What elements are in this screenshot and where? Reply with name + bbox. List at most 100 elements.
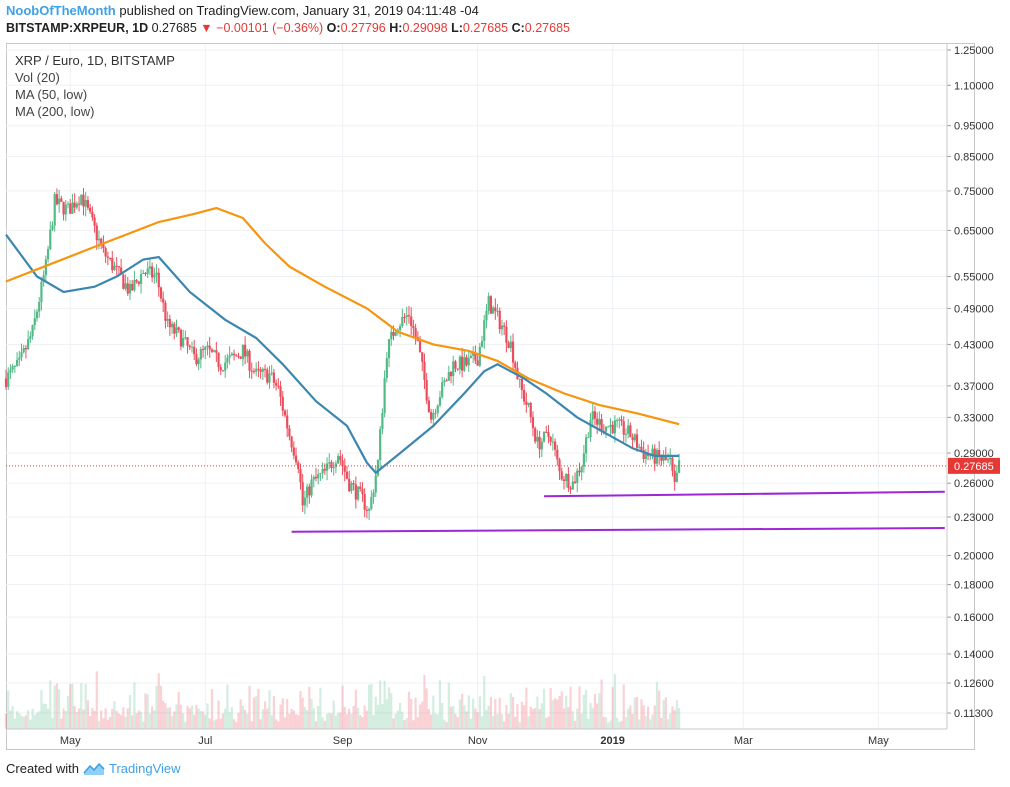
volume-bar	[403, 720, 406, 729]
volume-bar	[365, 710, 369, 729]
candle-body	[454, 361, 457, 369]
candle-body	[432, 413, 435, 420]
candle-body	[677, 460, 681, 473]
candle-body	[485, 310, 488, 321]
volume-bar	[42, 703, 45, 729]
volume-bar	[354, 689, 357, 729]
volume-bar	[405, 718, 408, 729]
candle-body	[248, 350, 251, 371]
candle-body	[69, 203, 72, 214]
y-tick-label: 0.43000	[954, 339, 994, 351]
volume-bar	[452, 705, 455, 729]
candle-body	[42, 275, 45, 282]
candle-body	[348, 478, 351, 492]
candle-body	[489, 296, 492, 314]
volume-bar	[60, 718, 63, 729]
candle-body	[356, 486, 360, 500]
candle-body	[569, 488, 572, 490]
candle-body	[430, 412, 433, 420]
volume-bar	[396, 710, 399, 729]
volume-bar	[596, 703, 599, 729]
volume-bar	[100, 710, 103, 729]
candle-body	[649, 455, 652, 457]
volume-bar	[379, 680, 382, 729]
volume-bar	[206, 703, 209, 729]
publish-header: NoobOfTheMonth published on TradingView.…	[6, 3, 479, 18]
volume-bar	[321, 717, 324, 729]
y-tick-label: 0.55000	[954, 271, 994, 283]
candle-body	[421, 352, 424, 362]
candle-body	[531, 417, 535, 429]
candle-body	[547, 432, 550, 438]
candle-body	[392, 331, 395, 336]
candle-body	[461, 356, 464, 371]
volume-bar	[370, 683, 373, 729]
candle-body	[137, 281, 140, 284]
candle-body	[401, 316, 404, 327]
volume-bar	[77, 708, 81, 729]
candle-body	[644, 453, 647, 459]
volume-bar	[602, 717, 605, 729]
candle-body	[62, 201, 65, 215]
candle-body	[403, 316, 406, 318]
x-tick-label: Jul	[198, 735, 212, 747]
y-tick-label: 0.33000	[954, 412, 994, 424]
candle-body	[620, 419, 623, 422]
candle-body	[629, 425, 632, 438]
ma200-line	[5, 206, 680, 426]
volume-bar	[237, 712, 240, 729]
volume-bar	[383, 680, 386, 729]
candle-body	[554, 441, 557, 450]
volume-bar	[376, 704, 380, 729]
volume-bar	[472, 698, 475, 729]
created-with-text: Created with	[6, 761, 79, 776]
candle-body	[328, 462, 331, 464]
symbol-label: BITSTAMP:XRPEUR, 1D	[6, 21, 149, 35]
volume-bar	[509, 693, 512, 729]
volume-bar	[516, 703, 519, 729]
volume-bar	[640, 699, 643, 729]
candle-body	[312, 476, 315, 480]
volume-bar	[507, 713, 510, 729]
candle-body	[525, 401, 528, 405]
volume-bar	[529, 706, 532, 729]
candle-body	[162, 298, 165, 303]
tradingview-brand[interactable]: TradingView	[108, 761, 181, 776]
volume-bar	[226, 684, 229, 729]
candle-body	[272, 372, 276, 383]
volume-bar	[523, 705, 526, 729]
candle-body	[95, 225, 98, 241]
volume-bar	[337, 712, 340, 729]
candle-body	[361, 488, 364, 495]
volume-bar	[474, 708, 477, 729]
volume-bar	[128, 695, 132, 729]
candle-body	[18, 357, 21, 360]
candle-body	[452, 361, 455, 377]
candle-body	[175, 327, 178, 334]
volume-bar	[230, 707, 233, 729]
candle-body	[423, 361, 426, 381]
volume-bar	[146, 694, 149, 729]
candle-body	[317, 474, 320, 479]
volume-bar	[465, 711, 468, 729]
volume-bar	[131, 715, 134, 729]
volume-bar	[629, 705, 632, 729]
volume-bar	[458, 699, 461, 729]
candle-body	[308, 486, 311, 496]
candle-body	[13, 365, 16, 367]
candle-body	[527, 403, 530, 405]
volume-bar	[168, 707, 171, 729]
x-tick-label: 2019	[600, 735, 624, 747]
candle-body	[44, 259, 47, 276]
volume-bar	[201, 711, 205, 729]
candle-body	[281, 396, 284, 411]
candle-body	[660, 456, 663, 461]
author-link[interactable]: NoobOfTheMonth	[6, 3, 116, 18]
volume-bar	[275, 719, 278, 729]
low-value: 0.27685	[462, 21, 509, 35]
candle-body	[49, 229, 52, 250]
candle-body	[235, 355, 238, 357]
candle-body	[669, 457, 672, 460]
legend-title: XRP / Euro, 1D, BITSTAMP	[15, 53, 175, 68]
